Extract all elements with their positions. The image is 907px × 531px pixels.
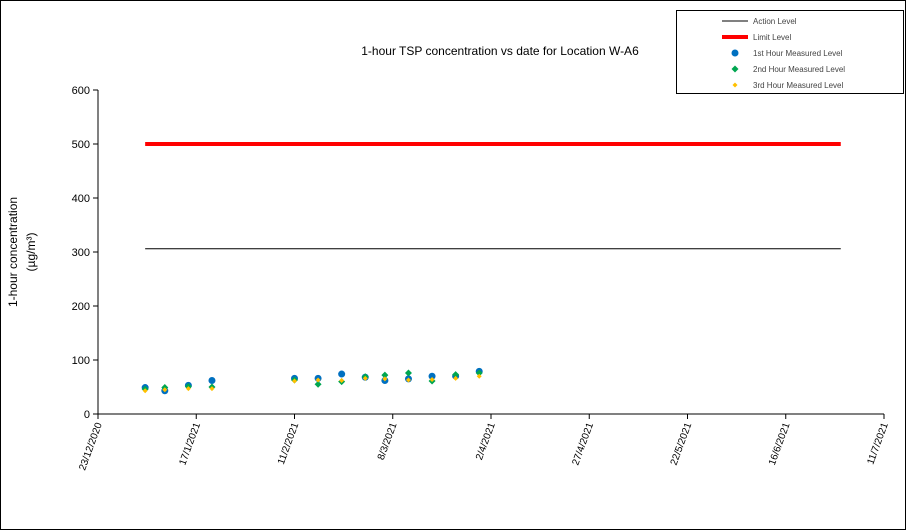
y-tick-label: 300 <box>72 247 90 259</box>
point <box>185 386 191 392</box>
point <box>429 376 435 382</box>
y-tick-label: 100 <box>72 355 90 367</box>
point <box>404 369 412 377</box>
legend-text: Action Level <box>753 17 797 26</box>
point <box>209 386 215 392</box>
legend-swatch <box>731 65 739 73</box>
legend-swatch <box>731 49 739 57</box>
legend-text: Limit Level <box>753 33 791 42</box>
y-axis-unit: (µg/m³) <box>24 233 38 272</box>
legend-text: 1st Hour Measured Level <box>753 49 843 58</box>
y-tick-label: 200 <box>72 301 90 313</box>
point <box>339 378 345 384</box>
point <box>315 377 321 383</box>
point <box>381 371 389 379</box>
point <box>338 370 346 378</box>
point <box>208 377 216 385</box>
y-tick-label: 0 <box>84 409 90 421</box>
point <box>362 375 368 381</box>
point <box>475 369 483 377</box>
legend-box <box>676 10 904 94</box>
point <box>292 378 297 384</box>
legend-text: 3rd Hour Measured Level <box>753 81 843 90</box>
point <box>382 376 388 382</box>
chart-title: 1-hour TSP concentration vs date for Loc… <box>361 44 639 58</box>
point <box>476 373 482 379</box>
point <box>314 380 322 388</box>
point <box>405 377 411 383</box>
y-tick-label: 600 <box>72 85 90 97</box>
point <box>453 375 459 381</box>
point <box>428 372 436 380</box>
y-axis-label: 1-hour concentration <box>6 197 20 307</box>
legend-swatch <box>732 82 738 88</box>
point <box>142 388 148 394</box>
y-tick-label: 400 <box>72 193 90 205</box>
point <box>162 387 168 393</box>
legend-text: 2nd Hour Measured Level <box>753 65 845 74</box>
y-tick-label: 500 <box>72 139 90 151</box>
point <box>452 371 460 379</box>
